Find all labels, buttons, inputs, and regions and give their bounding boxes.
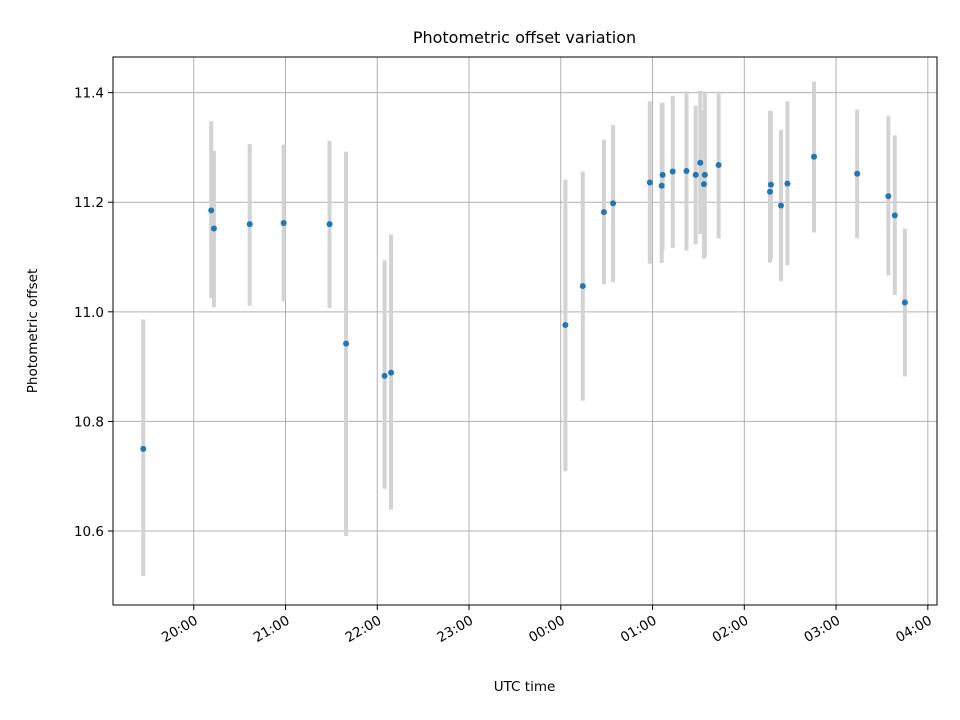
y-tick-label: 11.4 xyxy=(74,86,104,102)
data-point xyxy=(326,221,333,228)
data-point xyxy=(778,202,785,209)
data-point xyxy=(715,161,722,168)
axes-frame xyxy=(112,56,938,606)
data-point xyxy=(683,167,690,174)
data-point xyxy=(784,180,791,187)
data-point xyxy=(692,171,699,178)
x-axis-label: UTC time xyxy=(494,679,556,695)
data-point xyxy=(280,220,287,227)
data-point xyxy=(562,321,569,328)
chart-title: Photometric offset variation xyxy=(413,28,636,47)
data-point xyxy=(610,200,617,207)
y-tick-label: 10.8 xyxy=(74,414,104,430)
data-point xyxy=(579,283,586,290)
data-point xyxy=(210,225,217,232)
data-point xyxy=(669,168,676,175)
y-axis-label: Photometric offset xyxy=(25,269,41,393)
y-tick-label: 10.6 xyxy=(74,524,104,540)
data-point xyxy=(767,181,774,188)
data-point xyxy=(600,209,607,216)
point-layer xyxy=(140,153,908,452)
data-point xyxy=(700,181,707,188)
data-point xyxy=(646,179,653,186)
data-point xyxy=(343,340,350,347)
data-point xyxy=(697,159,704,166)
data-point xyxy=(854,170,861,177)
y-tick-layer: 10.6 10.8 11.0 11.2 11.4 xyxy=(74,86,113,540)
data-point xyxy=(766,188,773,195)
grid-layer xyxy=(113,57,937,605)
data-point xyxy=(246,221,253,228)
data-point xyxy=(658,182,665,189)
data-point xyxy=(388,369,395,376)
data-point xyxy=(901,299,908,306)
data-point xyxy=(891,212,898,219)
data-point xyxy=(140,445,147,452)
y-tick-label: 11.0 xyxy=(74,305,104,321)
y-tick-label: 11.2 xyxy=(74,195,104,211)
data-point xyxy=(811,153,818,160)
data-point xyxy=(659,171,666,178)
data-point xyxy=(701,171,708,178)
data-point xyxy=(885,193,892,200)
data-point xyxy=(381,372,388,379)
data-point xyxy=(208,207,215,214)
